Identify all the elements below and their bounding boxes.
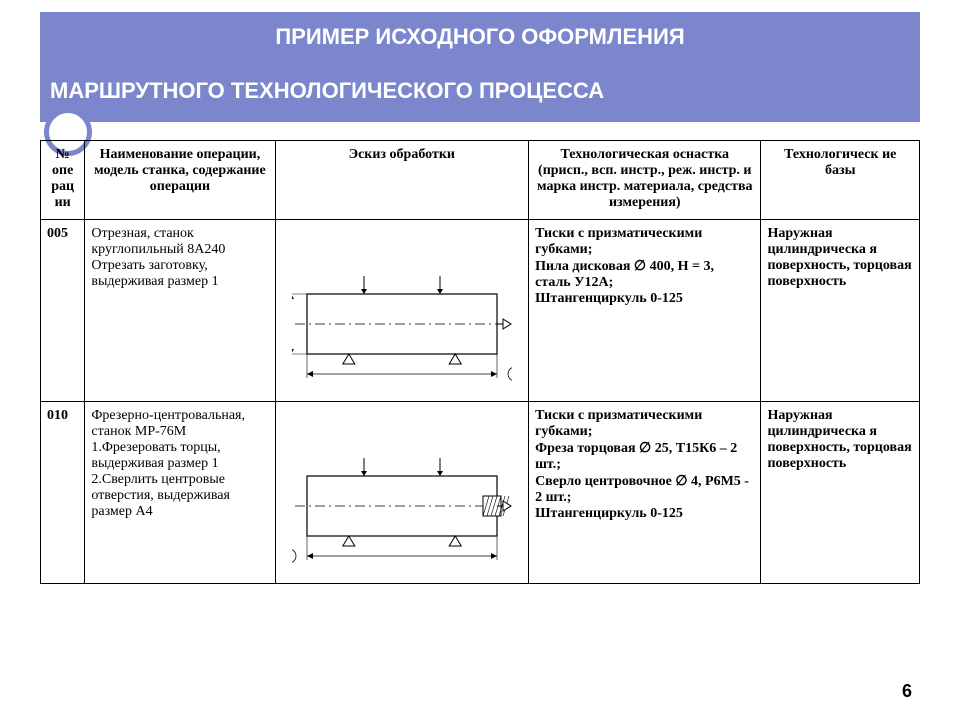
- cell-op-name: Фрезерно-центровальная, станок МР-76М 1.…: [85, 402, 275, 584]
- cell-tooling: Тиски с призматическими губками; Пила ди…: [529, 220, 761, 402]
- cell-tooling: Тиски с призматическими губками; Фреза т…: [529, 402, 761, 584]
- cell-op-name: Отрезная, станок круглопильный 8А240 Отр…: [85, 220, 275, 402]
- cell-sketch: 1: [275, 402, 529, 584]
- cell-sketch: 1: [275, 220, 529, 402]
- cell-base: Наружная цилиндрическа я поверхность, то…: [761, 220, 920, 402]
- table-header-row: № опе рац ии Наименование операции, моде…: [41, 141, 920, 220]
- slide: ПРИМЕР ИСХОДНОГО ОФОРМЛЕНИЯ МАРШРУТНОГО …: [0, 0, 960, 720]
- table-row: 010Фрезерно-центровальная, станок МР-76М…: [41, 402, 920, 584]
- route-table: № опе рац ии Наименование операции, моде…: [40, 140, 920, 584]
- col-header-sketch: Эскиз обработки: [275, 141, 529, 220]
- title-line-2: МАРШРУТНОГО ТЕХНОЛОГИЧЕСКОГО ПРОЦЕССА: [50, 78, 910, 104]
- table-row: 005Отрезная, станок круглопильный 8А240 …: [41, 220, 920, 402]
- content: № опе рац ии Наименование операции, моде…: [40, 140, 920, 584]
- sketch-drawing: 1: [292, 248, 512, 393]
- col-header-name: Наименование операции, модель станка, со…: [85, 141, 275, 220]
- cell-op-num: 010: [41, 402, 85, 584]
- col-header-tool: Технологическая оснастка (присп., всп. и…: [529, 141, 761, 220]
- title-line-1: ПРИМЕР ИСХОДНОГО ОФОРМЛЕНИЯ: [50, 24, 910, 50]
- col-header-base: Технологическ ие базы: [761, 141, 920, 220]
- cell-op-num: 005: [41, 220, 85, 402]
- accent-bar: [40, 116, 920, 122]
- sketch-drawing: 1: [292, 430, 512, 575]
- table-body: 005Отрезная, станок круглопильный 8А240 …: [41, 220, 920, 584]
- page-number: 6: [902, 681, 912, 702]
- cell-base: Наружная цилиндрическа я поверхность, то…: [761, 402, 920, 584]
- col-header-num: № опе рац ии: [41, 141, 85, 220]
- title-band: ПРИМЕР ИСХОДНОГО ОФОРМЛЕНИЯ МАРШРУТНОГО …: [40, 12, 920, 116]
